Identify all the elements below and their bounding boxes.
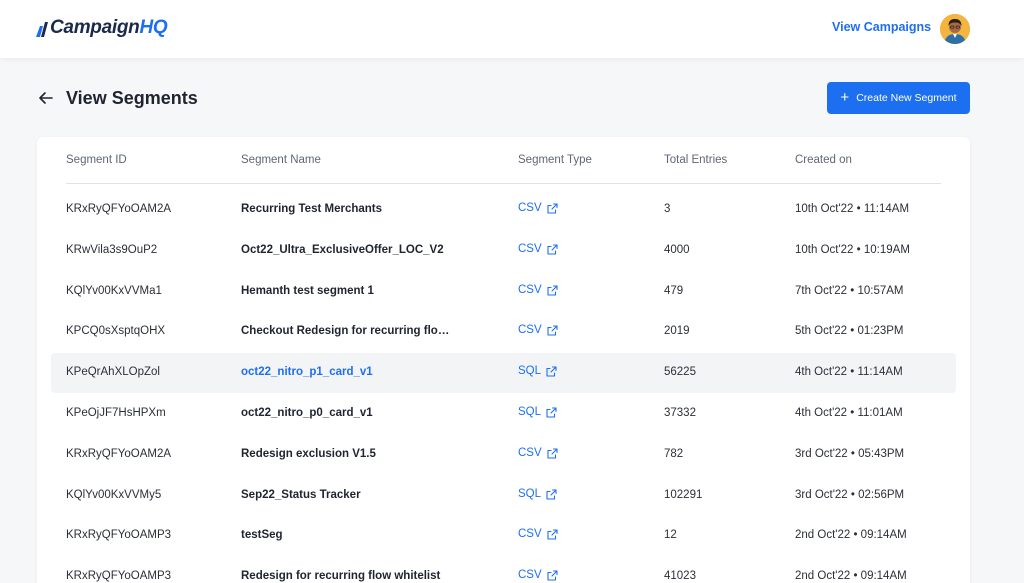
created-on: 10th Oct'22 • 10:19AM (795, 244, 910, 256)
segment-type: CSV (518, 447, 542, 459)
total-entries: 37332 (664, 407, 696, 419)
segment-type: SQL (518, 365, 542, 377)
segment-type-link[interactable]: CSV (518, 447, 558, 459)
segment-type: CSV (518, 284, 542, 296)
segment-name[interactable]: Redesign exclusion V1.5 (241, 448, 376, 460)
created-on: 10th Oct'22 • 11:14AM (795, 203, 910, 215)
segment-type-link[interactable]: SQL (518, 365, 557, 377)
table-row[interactable]: KPeQrAhXLOpZol oct22_nitro_p1_card_v1 SQL 5… (51, 353, 956, 393)
segment-name[interactable]: Checkout Redesign for recurring flow... (241, 325, 451, 337)
total-entries: 2019 (664, 325, 690, 337)
segment-id: KRwVila3s9OuP2 (66, 244, 158, 256)
table-row[interactable]: KPeOjJF7HsHPXm oct22_nitro_p0_card_v1 SQL 3… (51, 394, 956, 434)
total-entries: 41023 (664, 570, 696, 582)
avatar[interactable] (940, 14, 970, 44)
column-header-segment-id[interactable]: Segment ID (66, 154, 127, 166)
external-link-icon (547, 243, 558, 255)
external-link-icon (546, 488, 557, 500)
segment-type-link[interactable]: SQL (518, 488, 557, 500)
segment-type-link[interactable]: CSV (518, 569, 558, 581)
create-new-segment-label: Create New Segment (856, 92, 957, 104)
segment-name[interactable]: Redesign for recurring flow whitelist (241, 570, 441, 582)
segment-name[interactable]: Oct22_Ultra_ExclusiveOffer_LOC_V2 (241, 244, 444, 256)
total-entries: 56225 (664, 366, 696, 378)
total-entries: 3 (664, 203, 671, 215)
segments-table: Segment ID Segment Name Segment Type Tot… (37, 137, 970, 583)
external-link-icon (547, 202, 558, 214)
created-on: 2nd Oct'22 • 09:14AM (795, 529, 907, 541)
segment-type-link[interactable]: CSV (518, 528, 558, 540)
segment-id: KQlYv00KxVVMa1 (66, 285, 162, 297)
segment-name[interactable]: oct22_nitro_p1_card_v1 (241, 366, 373, 378)
table-row[interactable]: KQlYv00KxVVMa1 Hemanth test segment 1 CSV 4… (51, 272, 956, 312)
logo-mark-icon (36, 22, 48, 37)
created-on: 7th Oct'22 • 10:57AM (795, 285, 904, 297)
table-row[interactable]: KRxRyQFYoOAM2A Recurring Test Merchants CS… (51, 190, 956, 230)
segment-type-link[interactable]: CSV (518, 284, 558, 296)
segment-name[interactable]: Hemanth test segment 1 (241, 285, 374, 297)
external-link-icon (547, 447, 558, 459)
segment-type: CSV (518, 324, 542, 336)
total-entries: 12 (664, 529, 677, 541)
segment-id: KPeOjJF7HsHPXm (66, 407, 166, 419)
segment-name[interactable]: testSeg (241, 529, 283, 541)
external-link-icon (547, 528, 558, 540)
back-arrow-icon[interactable] (37, 89, 55, 107)
segment-type: SQL (518, 406, 542, 418)
segment-type-link[interactable]: CSV (518, 243, 558, 255)
segment-name[interactable]: Recurring Test Merchants (241, 203, 383, 215)
plus-icon: + (840, 89, 850, 106)
created-on: 4th Oct'22 • 11:01AM (795, 407, 903, 419)
segment-type-link[interactable]: CSV (518, 202, 558, 214)
segment-type: CSV (518, 243, 542, 255)
column-header-segment-type[interactable]: Segment Type (518, 154, 592, 166)
created-on: 2nd Oct'22 • 09:14AM (795, 570, 907, 582)
table-header: Segment ID Segment Name Segment Type Tot… (66, 137, 941, 184)
created-on: 3rd Oct'22 • 05:43PM (795, 448, 905, 460)
column-header-created-on[interactable]: Created on (795, 154, 852, 166)
total-entries: 479 (664, 285, 684, 297)
table-row[interactable]: KPCQ0sXsptqOHX Checkout Redesign for recu… (51, 312, 956, 352)
top-bar: CampaignHQ View Campaigns (0, 0, 1024, 58)
user-avatar-icon (940, 14, 970, 44)
segment-type: SQL (518, 488, 542, 500)
created-on: 4th Oct'22 • 11:14AM (795, 366, 903, 378)
segment-name[interactable]: Sep22_Status Tracker (241, 489, 361, 501)
segment-type-link[interactable]: CSV (518, 324, 558, 336)
segment-type-link[interactable]: SQL (518, 406, 557, 418)
segment-id: KRxRyQFYoOAM2A (66, 448, 172, 460)
total-entries: 782 (664, 448, 684, 460)
segment-type: CSV (518, 202, 542, 214)
created-on: 5th Oct'22 • 01:23PM (795, 325, 904, 337)
total-entries: 4000 (664, 244, 690, 256)
table-row[interactable]: KRwVila3s9OuP2 Oct22_Ultra_ExclusiveOffer… (51, 231, 956, 271)
segment-name[interactable]: oct22_nitro_p0_card_v1 (241, 407, 373, 419)
segment-id: KRxRyQFYoOAMP3 (66, 570, 172, 582)
total-entries: 102291 (664, 489, 703, 501)
segment-id: KRxRyQFYoOAM2A (66, 203, 172, 215)
view-campaigns-link[interactable]: View Campaigns (832, 20, 932, 34)
external-link-icon (547, 324, 558, 336)
segment-id: KRxRyQFYoOAMP3 (66, 529, 172, 541)
external-link-icon (546, 365, 557, 377)
column-header-segment-name[interactable]: Segment Name (241, 154, 321, 166)
segment-id: KPeQrAhXLOpZol (66, 366, 160, 378)
segment-id: KPCQ0sXsptqOHX (66, 325, 166, 337)
segment-type: CSV (518, 528, 542, 540)
segment-type: CSV (518, 569, 542, 581)
segment-id: KQlYv00KxVVMy5 (66, 489, 162, 501)
table-row[interactable]: KRxRyQFYoOAMP3 testSeg CSV 12 2nd Oct'22 • 0… (51, 516, 956, 556)
page-title: View Segments (66, 88, 198, 108)
table-row[interactable]: KQlYv00KxVVMy5 Sep22_Status Tracker SQL 102… (51, 476, 956, 516)
external-link-icon (546, 406, 557, 418)
table-row[interactable]: KRxRyQFYoOAM2A Redesign exclusion V1.5 CSV… (51, 435, 956, 475)
table-row[interactable]: KRxRyQFYoOAMP3 Redesign for recurring flo… (51, 557, 956, 583)
external-link-icon (547, 284, 558, 296)
external-link-icon (547, 569, 558, 581)
column-header-total-entries[interactable]: Total Entries (664, 154, 728, 166)
logo-text: CampaignHQ (50, 17, 168, 38)
create-new-segment-button[interactable]: + Create New Segment (827, 82, 970, 114)
created-on: 3rd Oct'22 • 02:56PM (795, 489, 905, 501)
logo[interactable]: CampaignHQ (36, 17, 168, 39)
